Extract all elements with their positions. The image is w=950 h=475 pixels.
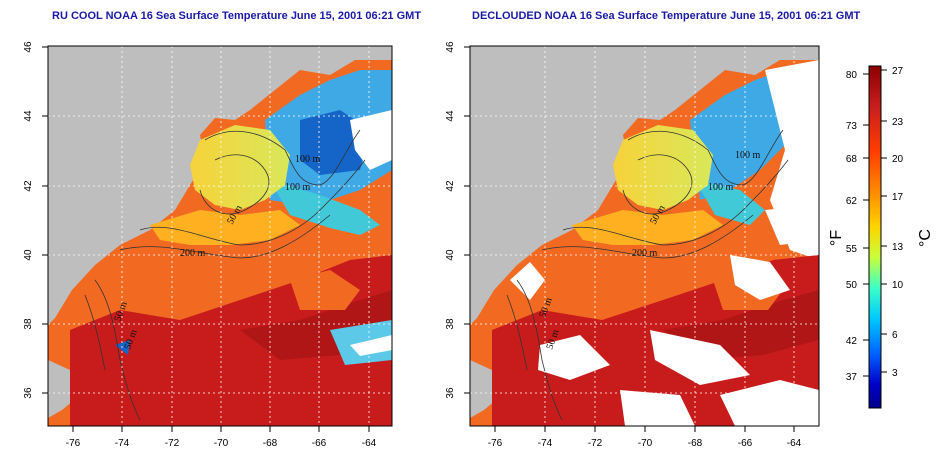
lat-tick: 36 [445,387,456,399]
lon-tick: -72 [588,438,603,449]
lon-tick: -76 [66,438,81,449]
fahrenheit-tick: 55 [846,244,858,255]
lon-tick: -70 [214,438,229,449]
celsius-tick: 13 [892,242,904,253]
contour-label: 100 m [735,150,761,161]
lat-tick: 36 [23,387,34,399]
lon-tick: -68 [263,438,278,449]
contour-label: 100 m [285,182,311,193]
lon-tick: -68 [688,438,703,449]
map-grid [48,46,392,426]
lat-tick: 44 [445,110,456,122]
land-mass [470,46,819,325]
fahrenheit-tick: 50 [846,280,858,291]
celsius-tick: 23 [892,117,904,128]
lat-tick: 42 [445,180,456,192]
lon-tick: -74 [115,438,130,449]
fahrenheit-tick: 68 [846,154,858,165]
fahrenheit-tick: 73 [846,121,858,132]
celsius-tick: 3 [892,368,898,379]
celsius-tick: 17 [892,192,904,203]
fahrenheit-unit-label: °F [830,230,845,246]
right-sst-map: 100 m 100 m 50 m 200 m 50 m 50 m -76 -74… [445,41,820,449]
colorbar-gradient [868,65,882,409]
bathymetry-contours [84,129,366,421]
contour-label: 100 m [708,182,734,193]
celsius-tick: 10 [892,280,904,291]
celsius-tick: 6 [892,330,898,341]
left-sst-map: 100 m 100 m 50 m 200 m 50 m 50 m -76 -74… [23,41,393,449]
lon-tick: -76 [488,438,503,449]
lon-tick: -66 [312,438,327,449]
fahrenheit-tick: 62 [846,196,858,207]
map-grid [470,46,819,426]
lon-tick: -64 [362,438,377,449]
lat-tick: 38 [23,318,34,330]
lat-tick: 42 [23,180,34,192]
lon-tick: -72 [165,438,180,449]
lat-tick: 38 [445,318,456,330]
lon-tick: -66 [738,438,753,449]
bathymetry-contours [506,129,789,421]
fahrenheit-tick: 80 [846,70,858,81]
contour-label: 200 m [180,248,206,259]
lon-tick: -64 [787,438,802,449]
lat-tick: 40 [445,249,456,261]
lat-tick: 46 [445,41,456,53]
right-map-title: DECLOUDED NOAA 16 Sea Surface Temperatur… [472,10,861,22]
lat-tick: 40 [23,249,34,261]
temperature-colorbar: 80 73 68 62 55 50 42 37 27 23 20 17 13 1… [830,65,934,409]
left-map-title: RU COOL NOAA 16 Sea Surface Temperature … [52,10,422,22]
lat-tick: 44 [23,110,34,122]
celsius-tick: 20 [892,154,904,165]
contour-label: 200 m [632,248,658,259]
map-frame [47,45,393,427]
celsius-tick: 27 [892,66,904,77]
lat-tick: 46 [23,41,34,53]
fahrenheit-tick: 42 [846,336,858,347]
celsius-unit-label: °C [917,229,934,247]
fahrenheit-tick: 37 [846,372,858,383]
lon-tick: -70 [638,438,653,449]
lon-tick: -74 [538,438,553,449]
contour-label: 100 m [295,154,321,165]
